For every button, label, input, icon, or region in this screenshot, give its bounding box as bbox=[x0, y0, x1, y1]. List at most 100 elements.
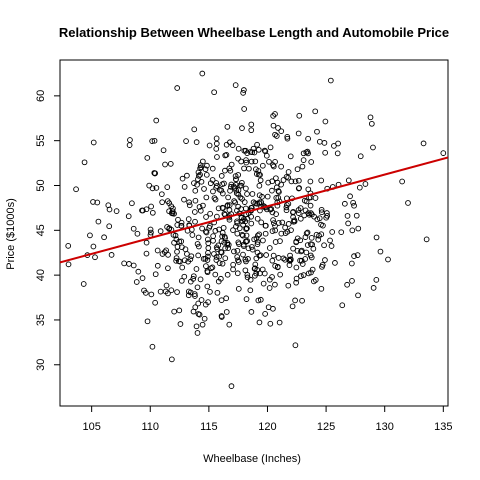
y-axis-label: Price ($1000s) bbox=[5, 198, 17, 270]
data-point bbox=[203, 194, 210, 201]
data-point bbox=[278, 230, 285, 237]
data-point bbox=[306, 211, 313, 218]
data-point bbox=[90, 243, 97, 250]
data-point bbox=[223, 141, 230, 148]
data-point bbox=[219, 190, 226, 197]
data-point bbox=[139, 207, 145, 214]
data-point bbox=[243, 185, 249, 192]
data-point bbox=[235, 286, 242, 292]
data-point bbox=[314, 128, 320, 135]
data-point bbox=[178, 222, 185, 229]
data-point bbox=[130, 225, 137, 232]
data-point bbox=[205, 240, 212, 247]
data-point bbox=[257, 296, 264, 303]
data-point bbox=[179, 175, 186, 182]
data-point bbox=[318, 209, 325, 216]
data-point bbox=[134, 230, 141, 237]
data-point bbox=[290, 245, 296, 252]
data-point bbox=[248, 309, 255, 315]
data-point bbox=[204, 268, 211, 274]
data-point bbox=[193, 323, 200, 330]
data-point bbox=[189, 232, 196, 238]
data-point bbox=[247, 287, 254, 294]
data-point bbox=[223, 309, 230, 315]
data-point bbox=[345, 177, 352, 184]
data-point bbox=[207, 210, 213, 217]
data-point bbox=[209, 264, 216, 271]
data-point bbox=[163, 282, 170, 289]
data-point bbox=[212, 271, 219, 278]
data-point bbox=[200, 202, 206, 209]
data-point bbox=[87, 232, 93, 239]
data-point bbox=[269, 187, 275, 194]
x-tick-label: 120 bbox=[258, 421, 276, 433]
data-point bbox=[308, 159, 315, 165]
data-point bbox=[324, 212, 331, 219]
data-point bbox=[239, 125, 245, 131]
data-point bbox=[249, 246, 256, 253]
data-point bbox=[244, 272, 251, 278]
data-point bbox=[246, 165, 252, 172]
data-point bbox=[149, 209, 156, 216]
data-point bbox=[154, 247, 161, 254]
data-point bbox=[174, 289, 180, 295]
data-point bbox=[157, 228, 164, 234]
data-point bbox=[219, 204, 226, 211]
data-point bbox=[267, 320, 274, 327]
data-point bbox=[284, 228, 291, 235]
data-point bbox=[106, 206, 113, 213]
data-point bbox=[199, 70, 206, 77]
x-tick-label: 130 bbox=[376, 421, 394, 433]
data-point bbox=[149, 185, 156, 192]
data-point bbox=[342, 200, 348, 207]
data-point bbox=[224, 240, 231, 246]
data-point bbox=[269, 274, 275, 280]
x-tick-label: 125 bbox=[317, 421, 335, 433]
data-point bbox=[196, 173, 202, 179]
data-point bbox=[81, 159, 88, 166]
data-point bbox=[262, 148, 269, 155]
data-point bbox=[285, 174, 292, 181]
data-point bbox=[222, 255, 229, 262]
data-point bbox=[151, 137, 158, 144]
data-point bbox=[90, 139, 97, 146]
data-point bbox=[144, 155, 151, 161]
data-point bbox=[277, 238, 283, 244]
data-point bbox=[272, 263, 279, 269]
data-point bbox=[198, 297, 205, 303]
data-point bbox=[349, 227, 356, 234]
data-point bbox=[213, 135, 220, 142]
data-point bbox=[266, 285, 273, 291]
data-point bbox=[216, 253, 222, 260]
data-point bbox=[219, 260, 226, 267]
data-point bbox=[213, 145, 220, 152]
data-point bbox=[287, 252, 293, 259]
data-point bbox=[227, 167, 234, 174]
data-point bbox=[193, 139, 200, 146]
data-point bbox=[350, 199, 356, 206]
data-point bbox=[318, 206, 325, 213]
data-point bbox=[316, 138, 323, 145]
x-tick-label: 135 bbox=[434, 421, 452, 433]
data-point bbox=[176, 307, 183, 314]
data-point bbox=[356, 184, 363, 191]
data-point bbox=[210, 188, 216, 195]
data-point bbox=[201, 315, 208, 322]
data-point bbox=[250, 199, 257, 206]
data-point bbox=[205, 299, 211, 305]
data-point bbox=[258, 219, 265, 226]
data-point bbox=[327, 77, 334, 84]
data-point bbox=[174, 222, 181, 228]
data-point bbox=[243, 159, 250, 166]
data-point bbox=[373, 277, 380, 283]
data-point bbox=[262, 310, 268, 317]
data-point bbox=[225, 241, 232, 248]
data-point bbox=[195, 169, 202, 176]
data-point bbox=[203, 171, 210, 178]
data-point bbox=[144, 318, 151, 325]
data-point bbox=[175, 216, 181, 223]
data-point bbox=[221, 180, 227, 187]
data-point bbox=[296, 185, 302, 191]
data-point bbox=[125, 213, 132, 220]
